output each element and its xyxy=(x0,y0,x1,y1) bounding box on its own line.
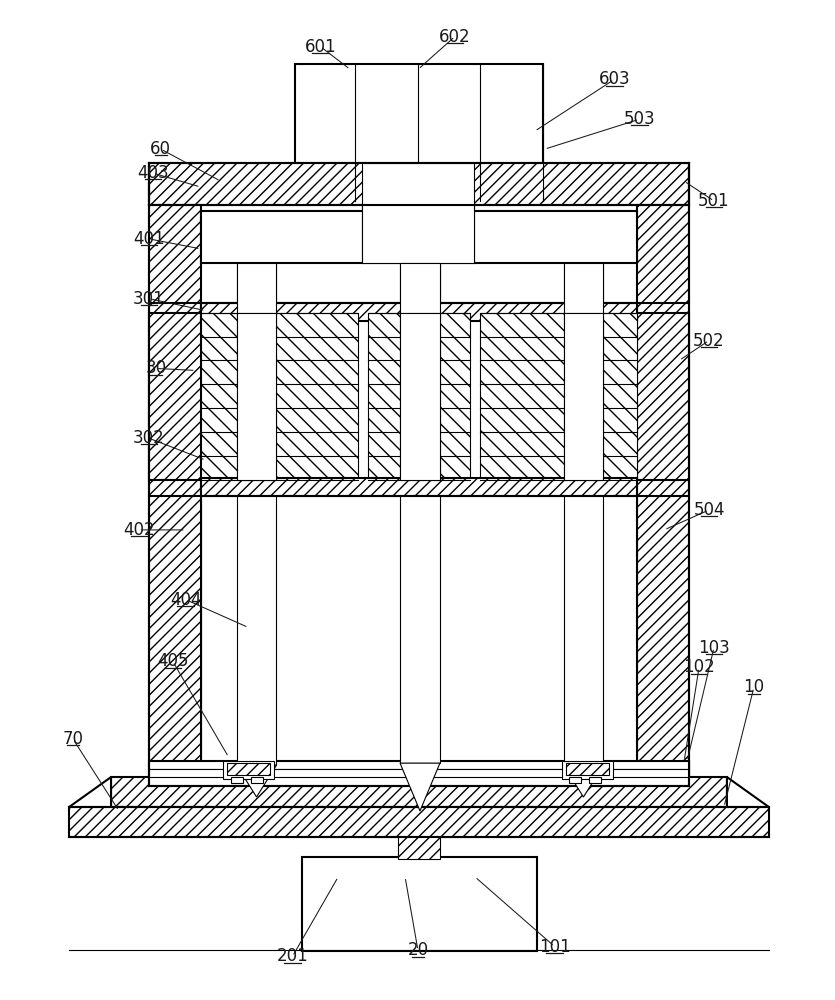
Polygon shape xyxy=(400,763,440,811)
Bar xyxy=(149,313,200,480)
Bar xyxy=(378,199,458,234)
Bar xyxy=(149,163,689,205)
Text: 503: 503 xyxy=(624,110,655,128)
Bar xyxy=(200,313,358,480)
Bar xyxy=(590,777,601,783)
Bar xyxy=(400,313,440,480)
Bar xyxy=(302,857,537,951)
Bar xyxy=(69,807,769,837)
Polygon shape xyxy=(236,765,276,797)
Bar xyxy=(368,313,470,480)
Text: 501: 501 xyxy=(698,192,730,210)
Bar xyxy=(564,496,604,765)
Text: 101: 101 xyxy=(539,938,570,956)
Text: 301: 301 xyxy=(133,290,164,308)
Text: 20: 20 xyxy=(407,941,428,959)
Bar xyxy=(398,837,440,859)
Bar xyxy=(400,496,440,763)
Bar xyxy=(564,263,604,313)
Polygon shape xyxy=(69,777,111,837)
Bar xyxy=(637,313,689,480)
Bar xyxy=(561,761,614,779)
Bar xyxy=(236,496,276,765)
Polygon shape xyxy=(727,777,769,837)
Text: 70: 70 xyxy=(63,730,84,748)
Bar xyxy=(564,313,604,480)
Bar xyxy=(149,761,689,786)
Bar xyxy=(362,163,473,205)
Bar xyxy=(362,205,473,263)
Bar xyxy=(200,478,637,496)
Bar xyxy=(230,777,243,783)
Bar xyxy=(200,303,637,321)
Text: 603: 603 xyxy=(599,70,630,88)
Bar xyxy=(250,777,262,783)
Text: 502: 502 xyxy=(693,332,725,350)
Text: 102: 102 xyxy=(683,658,715,676)
Text: 302: 302 xyxy=(133,429,164,447)
Text: 404: 404 xyxy=(170,591,201,609)
Bar xyxy=(362,163,473,205)
Bar xyxy=(569,777,581,783)
Bar xyxy=(111,777,727,807)
Bar xyxy=(400,263,440,313)
Bar xyxy=(149,761,689,769)
Bar xyxy=(565,763,610,775)
Text: 602: 602 xyxy=(439,28,471,46)
Text: 10: 10 xyxy=(743,678,764,696)
Text: 504: 504 xyxy=(693,501,725,519)
Text: 201: 201 xyxy=(276,947,308,965)
Text: 103: 103 xyxy=(698,639,730,657)
Text: 402: 402 xyxy=(123,521,154,539)
Bar xyxy=(223,761,275,779)
Bar xyxy=(637,205,689,781)
Polygon shape xyxy=(564,765,604,797)
Bar xyxy=(236,263,276,313)
Text: 403: 403 xyxy=(137,164,169,182)
Text: 601: 601 xyxy=(305,38,337,56)
Bar xyxy=(149,205,200,781)
Bar xyxy=(236,313,276,480)
Text: 60: 60 xyxy=(150,140,171,158)
Bar xyxy=(149,769,689,777)
Text: 30: 30 xyxy=(145,359,166,377)
Text: 401: 401 xyxy=(133,230,164,248)
Bar xyxy=(480,313,637,480)
Bar xyxy=(226,763,271,775)
Text: 405: 405 xyxy=(157,652,189,670)
Bar xyxy=(296,64,543,204)
Bar xyxy=(200,211,637,263)
